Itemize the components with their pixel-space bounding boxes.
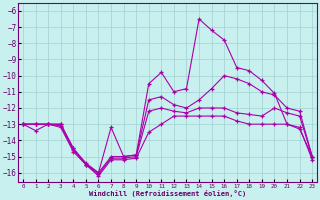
X-axis label: Windchill (Refroidissement éolien,°C): Windchill (Refroidissement éolien,°C) [89,190,246,197]
